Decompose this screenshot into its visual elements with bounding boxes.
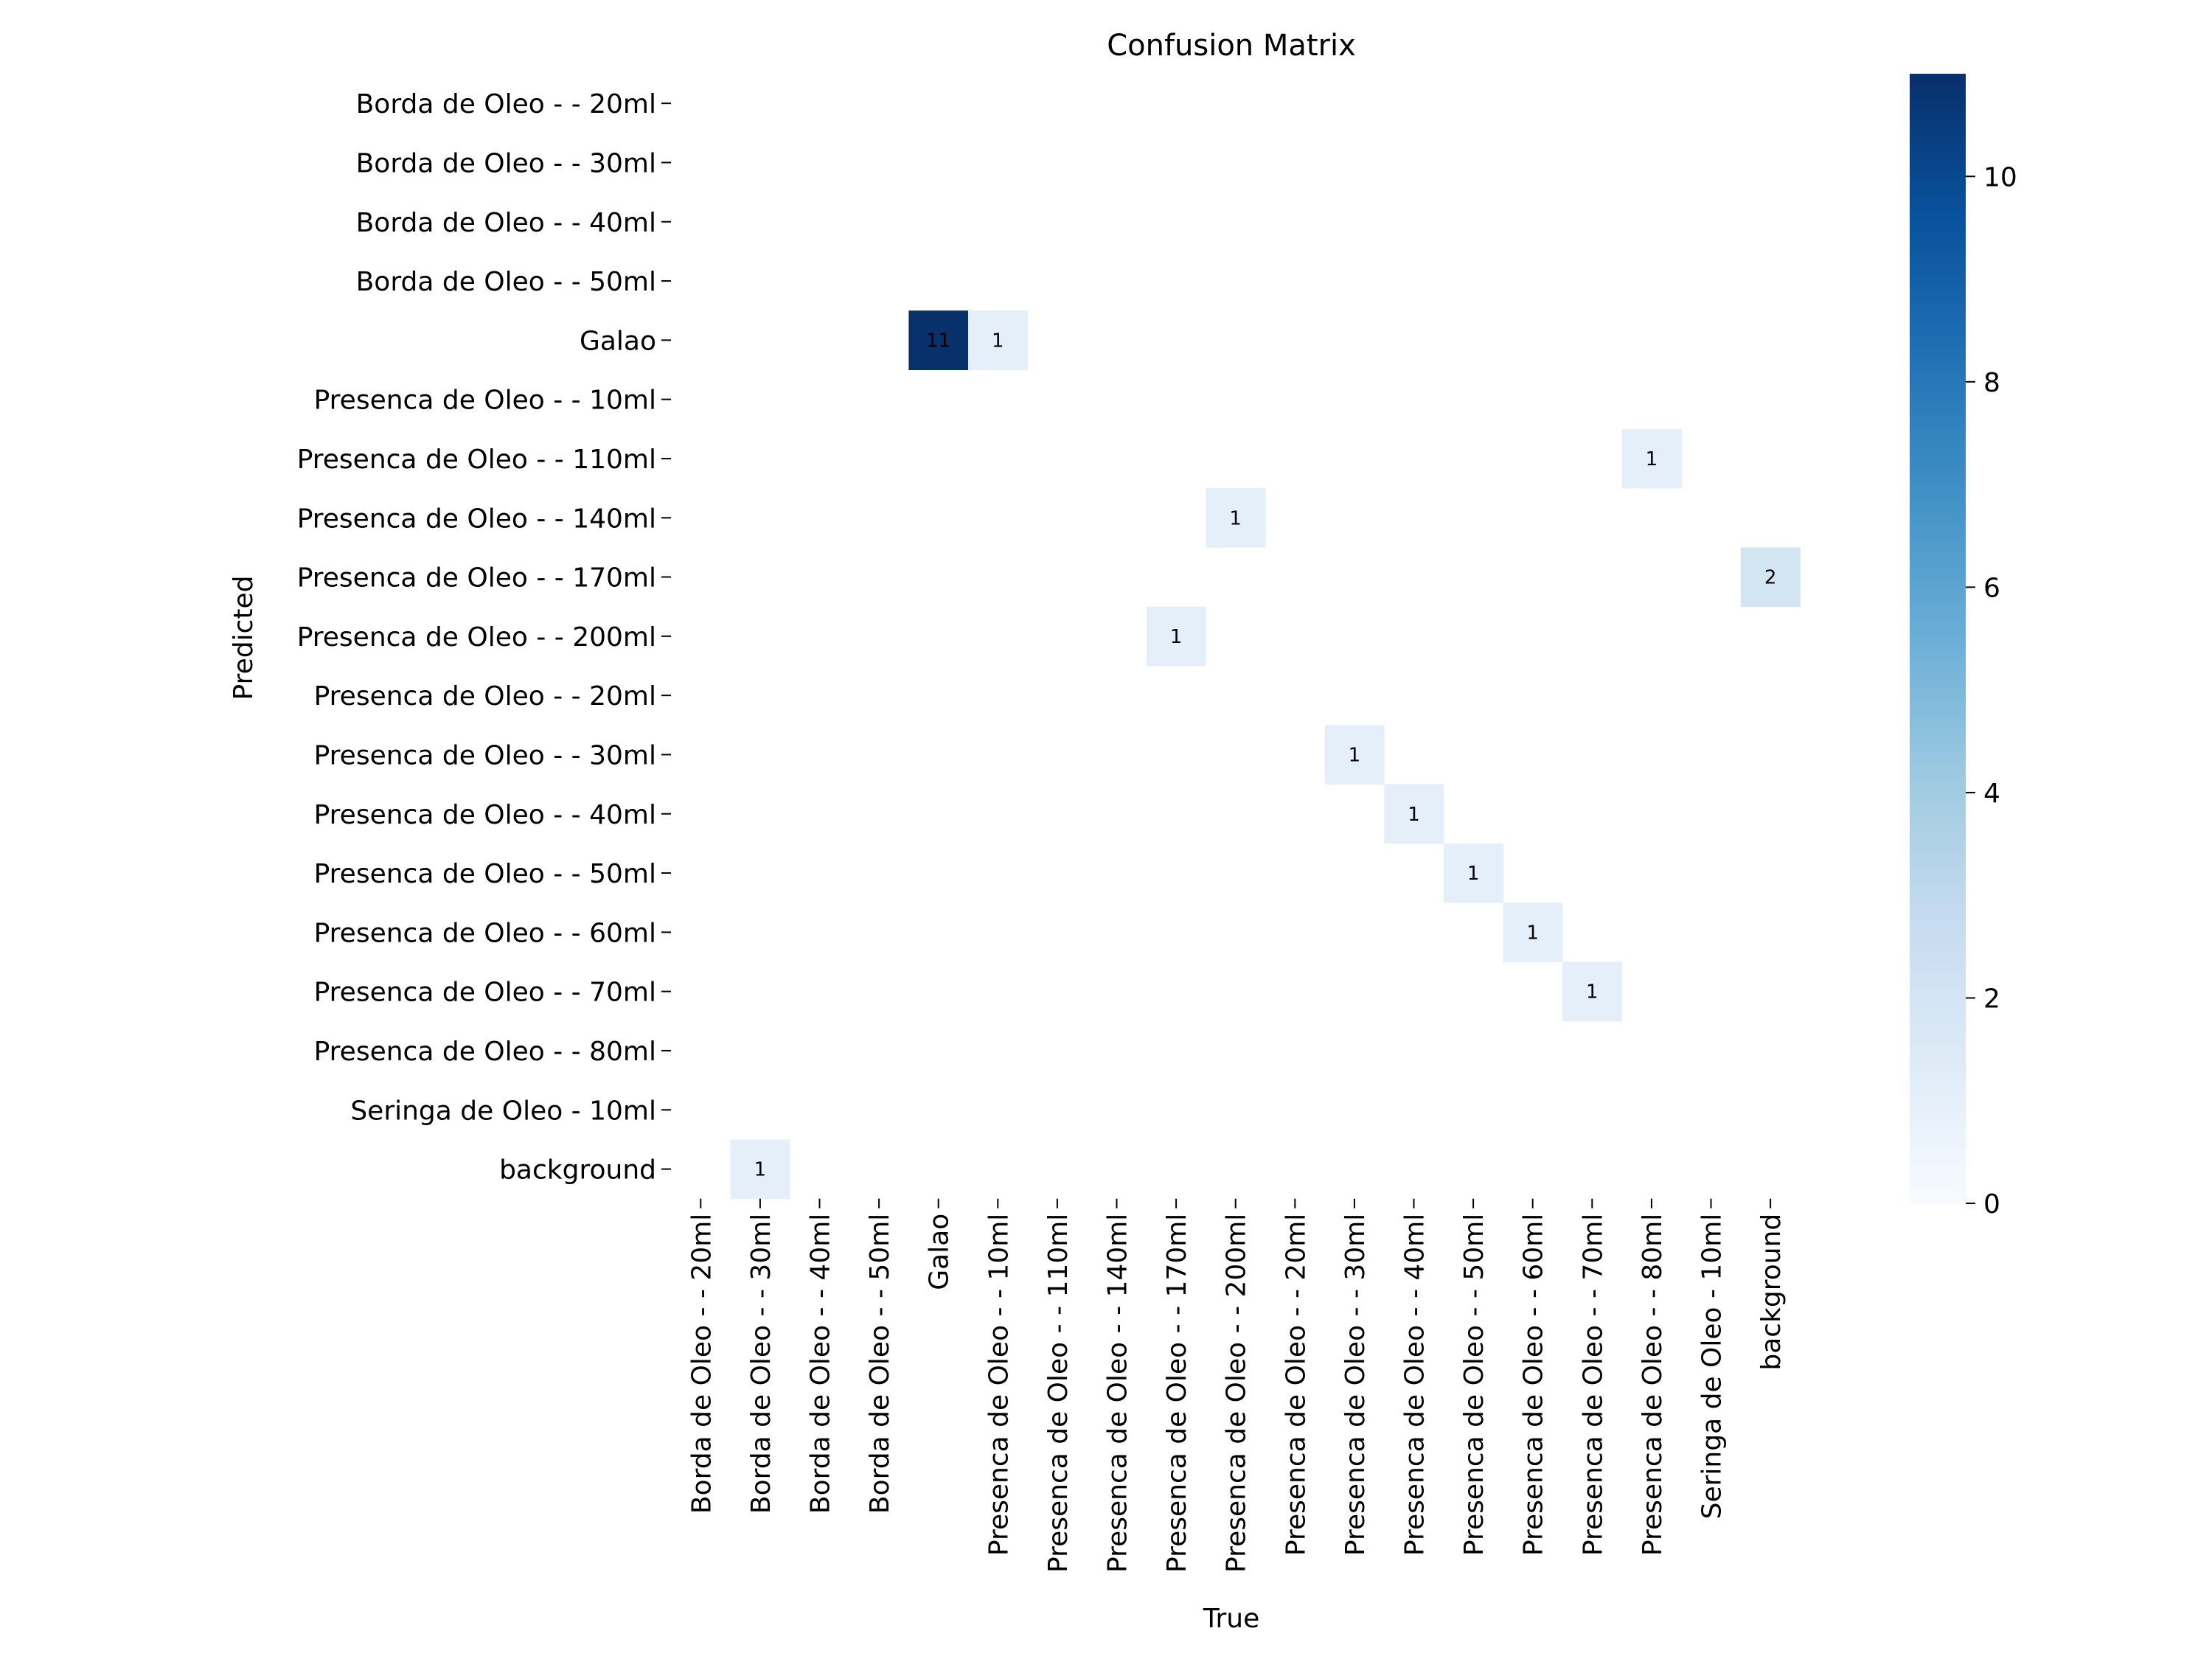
y-tick-label: Presenca de Oleo - - 110ml <box>297 445 656 475</box>
x-tick-label: Borda de Oleo - - 20ml <box>686 1214 717 1514</box>
y-tick-label: Seringa de Oleo - 10ml <box>350 1096 656 1126</box>
y-tick-label: Borda de Oleo - - 50ml <box>356 267 656 297</box>
colorbar-tick-label: 10 <box>1983 162 2017 192</box>
x-tick-label: Galao <box>925 1214 955 1290</box>
heatmap-cell <box>1324 725 1385 785</box>
y-tick-label: Borda de Oleo - - 20ml <box>356 89 656 119</box>
heatmap-cell <box>908 310 969 370</box>
x-tick-label: Presenca de Oleo - - 110ml <box>1043 1214 1074 1573</box>
cell-value-label: 1 <box>1586 981 1599 1004</box>
cell-value-label: 1 <box>1229 507 1242 529</box>
cell-value-label: 1 <box>1408 804 1420 826</box>
y-tick-label: Galao <box>580 326 656 356</box>
x-tick-label: Presenca de Oleo - - 170ml <box>1162 1214 1192 1573</box>
y-tick-label: background <box>499 1155 656 1186</box>
heatmap-cell <box>1562 961 1623 1022</box>
colorbar-tick-label: 8 <box>1983 368 2000 398</box>
x-tick-label: Presenca de Oleo - - 60ml <box>1519 1214 1549 1556</box>
x-tick-label: Presenca de Oleo - - 50ml <box>1459 1214 1489 1556</box>
cell-value-label: 1 <box>754 1159 767 1181</box>
y-tick-label: Presenca de Oleo - - 200ml <box>297 622 656 653</box>
x-tick-label: Borda de Oleo - - 30ml <box>746 1214 776 1514</box>
y-tick-label: Presenca de Oleo - - 140ml <box>297 504 656 534</box>
y-tick-label: Presenca de Oleo - - 40ml <box>314 800 656 830</box>
x-tick-label: Presenca de Oleo - - 80ml <box>1638 1214 1668 1556</box>
y-tick-label: Presenca de Oleo - - 30ml <box>314 740 656 771</box>
y-tick-label: Presenca de Oleo - - 10ml <box>314 386 656 416</box>
heatmap-cell <box>1503 902 1563 962</box>
cell-value-label: 1 <box>1526 922 1539 944</box>
y-tick-label: Presenca de Oleo - - 50ml <box>314 859 656 889</box>
colorbar-tick-label: 4 <box>1983 779 2000 809</box>
x-tick-label: Presenca de Oleo - - 10ml <box>984 1214 1014 1556</box>
x-tick-label: Presenca de Oleo - - 20ml <box>1281 1214 1311 1556</box>
heatmap-cell <box>1443 843 1503 903</box>
y-tick-label: Borda de Oleo - - 40ml <box>356 208 656 238</box>
y-tick-label: Presenca de Oleo - - 60ml <box>314 918 656 948</box>
colorbar-tick-label: 2 <box>1983 984 2000 1014</box>
heatmap-cell <box>1740 547 1801 608</box>
chart-title: Confusion Matrix <box>1107 29 1356 63</box>
colorbar-gradient <box>1910 74 1966 1203</box>
x-tick-label: Presenca de Oleo - - 140ml <box>1103 1214 1133 1573</box>
heatmap-cell <box>1621 428 1682 489</box>
x-tick-label: Presenca de Oleo - - 200ml <box>1222 1214 1252 1573</box>
heatmap-cell <box>968 310 1029 370</box>
cell-value-label: 1 <box>1646 448 1658 470</box>
x-tick-label: Borda de Oleo - - 40ml <box>806 1214 836 1514</box>
y-axis-ticks: Borda de Oleo - - 20ml Borda de Oleo - - … <box>297 89 671 1186</box>
y-tick-label: Presenca de Oleo - - 80ml <box>314 1037 656 1067</box>
x-axis-ticks: Borda de Oleo - - 20ml Borda de Oleo - - … <box>686 1198 1787 1573</box>
heatmap-cells <box>730 310 1801 1200</box>
colorbar-tick-label: 0 <box>1983 1189 2000 1220</box>
colorbar: 0 2 4 6 8 10 <box>1910 74 2017 1220</box>
x-tick-label: Borda de Oleo - - 50ml <box>865 1214 895 1514</box>
cell-value-label: 1 <box>992 330 1004 352</box>
x-tick-label: background <box>1756 1214 1787 1371</box>
x-tick-label: Presenca de Oleo - - 30ml <box>1340 1214 1371 1556</box>
y-tick-label: Borda de Oleo - - 30ml <box>356 148 656 178</box>
y-tick-label: Presenca de Oleo - - 70ml <box>314 978 656 1008</box>
x-axis-label: True <box>1203 1604 1259 1634</box>
x-tick-label: Seringa de Oleo - 10ml <box>1697 1214 1728 1520</box>
heatmap-cell <box>1146 606 1206 667</box>
heatmap-cell <box>1206 488 1266 548</box>
cell-value-label: 1 <box>1170 626 1183 648</box>
heatmap-cell <box>730 1139 790 1200</box>
cell-value-label: 2 <box>1764 567 1777 589</box>
x-tick-label: Presenca de Oleo - - 40ml <box>1400 1214 1430 1556</box>
heatmap-cell <box>1384 784 1444 844</box>
y-axis-label: Predicted <box>229 576 259 700</box>
y-tick-label: Presenca de Oleo - - 170ml <box>297 563 656 594</box>
cell-value-label: 1 <box>1467 863 1480 885</box>
y-tick-label: Presenca de Oleo - - 20ml <box>314 681 656 712</box>
cell-value-label: 1 <box>1349 744 1361 766</box>
x-tick-label: Presenca de Oleo - - 70ml <box>1578 1214 1608 1556</box>
colorbar-ticks: 0 2 4 6 8 10 <box>1966 162 2017 1220</box>
cell-value-label: 11 <box>926 330 950 352</box>
colorbar-tick-label: 6 <box>1983 573 2000 603</box>
